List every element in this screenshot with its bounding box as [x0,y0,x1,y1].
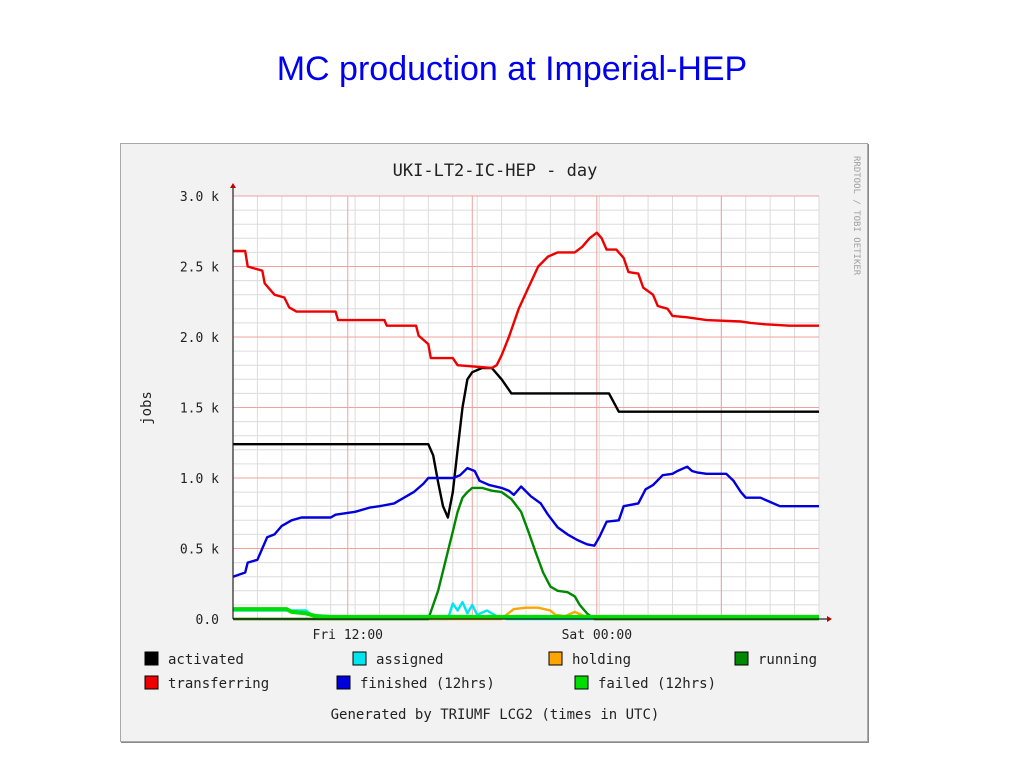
grid [232,195,820,620]
series-line-running [233,486,819,621]
x-axis-arrow [827,616,832,622]
legend-label: finished (12hrs) [360,676,495,692]
series-line-finished-12hrs- [232,465,819,578]
y-tick-label: 0.5 k [180,543,219,558]
legend-swatch [336,675,351,690]
y-tick-label: 1.5 k [180,402,219,417]
legend-label: holding [572,652,631,668]
chart-title: UKI-LT2-IC-HEP - day [393,161,598,181]
legend-swatch [144,675,159,690]
y-axis-arrow [230,183,236,188]
y-axis-label: jobs [139,391,155,425]
x-tick-label: Fri 12:00 [313,628,383,643]
series-line-transferring [233,231,819,370]
legend-label: assigned [376,652,443,668]
chart-footer: Generated by TRIUMF LCG2 (times in UTC) [331,707,660,723]
y-tick-label: 2.0 k [180,331,219,346]
series-line-failed-12hrs- [233,607,819,619]
legend-label: activated [168,652,244,668]
axes [230,183,832,622]
y-tick-label: 3.0 k [180,190,219,205]
legend-swatch [144,651,159,666]
legend-swatch [548,651,563,666]
series-line-activated [233,366,819,519]
y-tick-label: 1.0 k [180,472,219,487]
legend-label: transferring [168,676,269,692]
tick-labels: 0.0 0.5 k 1.0 k 1.5 k 2.0 k 2.5 k 3.0 k Fri 12:… [180,190,632,643]
y-tick-label: 2.5 k [180,261,219,276]
legend-label: running [758,652,817,668]
x-tick-label: Sat 00:00 [562,628,632,643]
jobs-line-chart: 0.0 0.5 k 1.0 k 1.5 k 2.0 k 2.5 k 3.0 k Fri 12:… [139,156,861,723]
legend: activated assigned holding running transferr… [144,651,817,692]
rrdtool-watermark: RRDTOOL / TOBI OETIKER [851,156,861,276]
slide-title: MC production at Imperial-HEP [276,50,748,88]
series-lines [232,231,819,621]
legend-swatch [352,651,367,666]
legend-swatch [734,651,749,666]
chart-panel: 0.0 0.5 k 1.0 k 1.5 k 2.0 k 2.5 k 3.0 k Fri 12:… [120,143,868,742]
y-tick-label: 0.0 [196,613,219,628]
legend-label: failed (12hrs) [598,676,716,692]
legend-swatch [574,675,589,690]
